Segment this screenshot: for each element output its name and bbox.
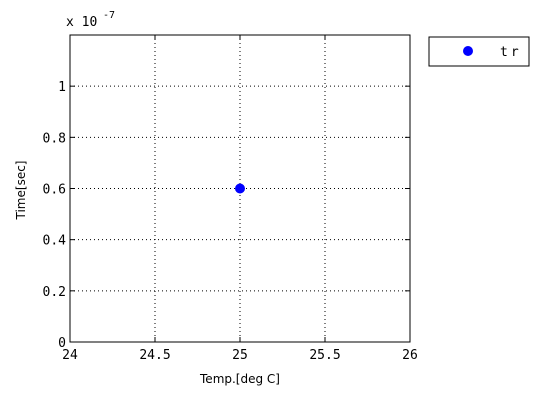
y-axis-multiplier: x 10 -7 — [66, 10, 115, 30]
legend: tr — [428, 36, 530, 67]
x-tick-label: 24.5 — [139, 348, 170, 363]
data-point-tr — [235, 183, 245, 194]
data-points — [235, 183, 245, 194]
y-axis-label: Time[sec] — [14, 161, 28, 221]
y-tick-label: 0.6 — [43, 183, 66, 198]
grid — [70, 35, 410, 342]
x-axis-label: Temp.[deg C] — [199, 372, 280, 386]
y-tick-label: 0.2 — [43, 285, 66, 300]
x-tick-labels: 24 24.5 25 25.5 26 — [62, 348, 418, 363]
x-tick-label: 24 — [62, 348, 78, 363]
x-tick-label: 26 — [402, 348, 418, 363]
multiplier-exponent: -7 — [103, 10, 115, 21]
multiplier-base: x 10 — [66, 15, 97, 30]
legend-box — [428, 36, 530, 67]
legend-marker — [463, 46, 473, 56]
legend-entry-label: tr — [500, 45, 522, 60]
y-tick-labels: 0 0.2 0.4 0.6 0.8 1 — [43, 80, 67, 351]
y-tick-label: 0.4 — [43, 234, 67, 249]
axis-ticks — [69, 35, 411, 343]
y-tick-label: 0 — [58, 336, 66, 351]
x-tick-label: 25 — [232, 348, 248, 363]
y-tick-label: 0.8 — [43, 131, 66, 146]
x-tick-label: 25.5 — [309, 348, 340, 363]
y-tick-label: 1 — [58, 80, 66, 95]
